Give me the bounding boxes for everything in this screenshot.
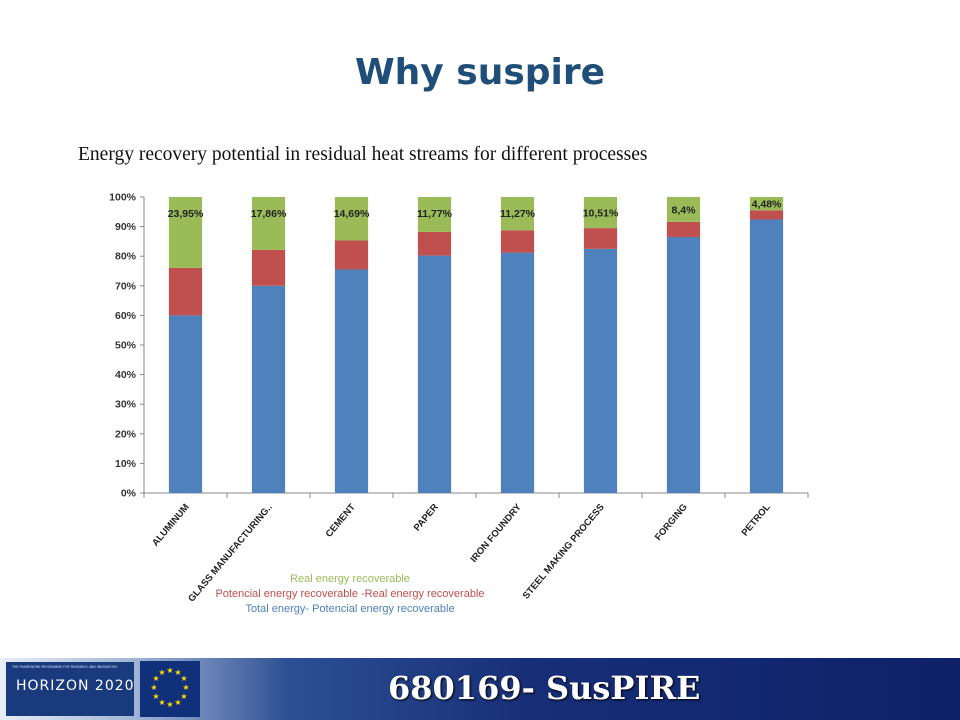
data-label: 4,48% [752, 199, 782, 211]
bar-iron-foundry-potential [500, 230, 535, 253]
svg-text:★: ★ [180, 692, 187, 701]
y-tick-label: 100% [109, 192, 137, 204]
y-tick-label: 80% [115, 251, 137, 263]
svg-text:★: ★ [174, 668, 181, 677]
svg-text:★: ★ [158, 668, 165, 677]
bar-forging-base [666, 236, 701, 493]
bar-steel-making-process-potential [583, 228, 618, 249]
data-label: 10,51% [583, 208, 619, 220]
svg-text:★: ★ [158, 698, 165, 707]
data-label: 8,4% [672, 204, 697, 216]
bar-cement-real [334, 197, 369, 241]
x-tick-label: PETROL [740, 502, 773, 539]
svg-text:★: ★ [180, 674, 187, 683]
y-tick-label: 60% [115, 310, 137, 322]
bar-petrol-real [749, 197, 784, 211]
y-tick-label: 90% [115, 221, 137, 233]
bar-glass-manufacturing-base [251, 285, 286, 493]
slide-title: Why suspire [354, 52, 606, 93]
svg-text:★: ★ [152, 674, 159, 683]
bar-petrol-base [749, 219, 784, 493]
eu-flag-icon: ★ ★★ ★★★ ★★★ ★★★ [140, 661, 200, 717]
legend-label: Real energy recoverable [290, 573, 410, 585]
bar-glass-manufacturing-real [251, 197, 286, 250]
svg-text:★: ★ [174, 698, 181, 707]
bar-paper-base [417, 255, 452, 493]
y-tick-label: 20% [115, 428, 137, 440]
y-tick-label: 70% [115, 280, 137, 292]
x-tick-label: PAPER [412, 502, 441, 534]
bar-forging-potential [666, 221, 701, 237]
y-tick-label: 10% [115, 458, 137, 470]
data-label: 11,27% [500, 208, 536, 220]
bar-aluminum-potential [168, 267, 203, 316]
bar-iron-foundry-real [500, 197, 535, 231]
svg-text:★: ★ [182, 683, 189, 692]
stacked-bar-chart: 0% 10% 20% 30% 40% 50% 60% 70% 80% 90% 100% 23,95% A… [109, 192, 809, 615]
horizon-program-name: HORIZON 2020 [16, 678, 135, 694]
svg-text:★: ★ [150, 683, 157, 692]
svg-text:★: ★ [166, 666, 173, 675]
data-label: 11,77% [417, 208, 453, 220]
bar-petrol-potential [749, 210, 784, 220]
y-tick-label: 0% [121, 488, 137, 500]
x-tick-label: IRON FOUNDRY [468, 501, 524, 565]
bar-iron-foundry-base [500, 252, 535, 493]
data-label: 23,95% [168, 208, 204, 220]
bar-steel-making-process-base [583, 248, 618, 493]
svg-text:★: ★ [152, 692, 159, 701]
x-tick-label: ALUMINUM [150, 502, 192, 549]
bar-cement-potential [334, 240, 369, 270]
legend-label: Total energy- Potencial energy recoverab… [245, 603, 454, 615]
horizon-tagline: THE FRAMEWORK PROGRAMME FOR RESEARCH AND… [12, 665, 117, 669]
bar-forging-real [666, 197, 701, 222]
data-label: 17,86% [251, 208, 287, 220]
bar-paper-real [417, 197, 452, 232]
x-tick-label: STEEL MAKING PROCESS [521, 502, 607, 602]
bar-cement-base [334, 269, 369, 493]
x-tick-label: FORGING [653, 502, 690, 543]
project-name: 680169- SusPIRE [388, 669, 701, 707]
bar-aluminum-real [168, 197, 203, 268]
horizon-2020-logo [6, 662, 134, 716]
bar-paper-potential [417, 231, 452, 256]
svg-text:★: ★ [166, 700, 173, 709]
bar-steel-making-process-real [583, 197, 618, 229]
legend-label: Potencial energy recoverable -Real energ… [215, 588, 484, 600]
y-tick-label: 30% [115, 399, 137, 411]
x-tick-label: CEMENT [324, 502, 358, 540]
bar-glass-manufacturing-potential [251, 249, 286, 286]
slide-subtitle: Energy recovery potential in residual he… [78, 144, 648, 165]
bar-aluminum-base [168, 315, 203, 493]
y-tick-label: 40% [115, 369, 137, 381]
y-tick-label: 50% [115, 340, 137, 352]
data-label: 14,69% [334, 208, 370, 220]
